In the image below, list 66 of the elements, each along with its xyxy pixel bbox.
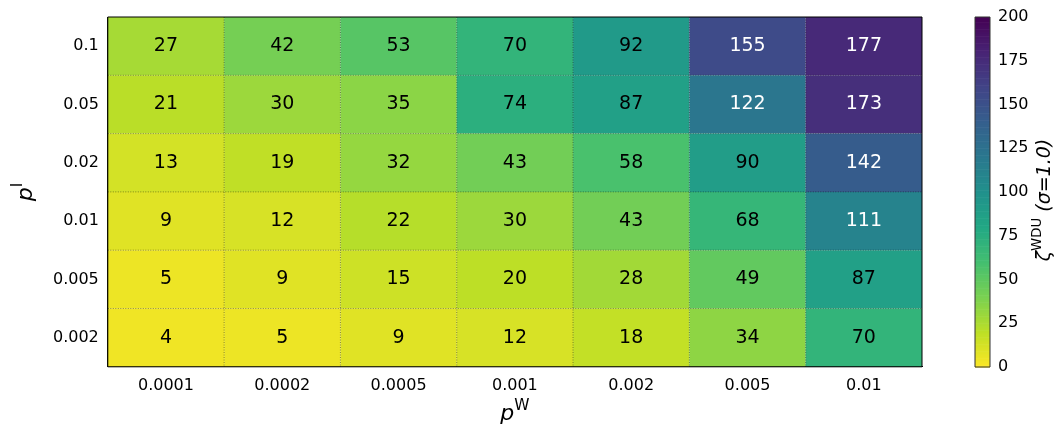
data-label: 9 (276, 266, 289, 289)
data-label: 43 (619, 207, 644, 230)
data-label: 30 (270, 91, 295, 114)
data-label: 19 (270, 149, 295, 172)
data-label: 4 (159, 324, 173, 347)
data-label: 177 (845, 33, 882, 56)
data-label: 34 (735, 324, 760, 347)
data-label: 9 (159, 207, 173, 230)
color-bar-label: 75 (998, 224, 1019, 244)
data-label: 27 (153, 33, 179, 56)
data-label: 87 (619, 91, 644, 114)
y-tick-label: 0.002 (52, 326, 99, 346)
y-axis-title: pI (8, 182, 37, 203)
data-label: 5 (276, 324, 289, 347)
color-bar-label: 0 (998, 356, 1009, 376)
data-label: 111 (845, 207, 882, 230)
color-bar-label: 150 (998, 93, 1029, 113)
data-label: 155 (729, 33, 766, 56)
data-label: 5 (159, 266, 173, 289)
y-tick-label: 0.1 (73, 35, 99, 55)
color-bar-label: 200 (998, 6, 1029, 26)
color-bar-label: 100 (998, 181, 1029, 201)
y-tick-label: 0.02 (63, 151, 99, 171)
data-label: 20 (502, 266, 527, 289)
data-label: 74 (502, 91, 527, 114)
data-label: 70 (502, 33, 527, 56)
data-label: 122 (729, 91, 766, 114)
data-label: 87 (851, 266, 876, 289)
y-tick-label: 0.01 (63, 210, 99, 230)
color-bar-title: ζWDU (σ=1.0) (1029, 138, 1054, 263)
data-label: 42 (270, 33, 295, 56)
data-label: 21 (153, 91, 179, 114)
data-label: 58 (619, 149, 644, 172)
data-label: 22 (386, 207, 411, 230)
y-tick-label: 0.005 (52, 268, 99, 288)
data-label: 32 (386, 149, 411, 172)
x-tick-label: 0.0001 (137, 374, 194, 394)
data-label: 70 (851, 324, 876, 347)
x-tick-label: 0.002 (608, 374, 655, 394)
color-bar-label: 175 (998, 49, 1029, 69)
x-tick-label: 0.0005 (370, 374, 427, 394)
x-tick-label: 0.01 (846, 374, 882, 394)
data-label: 30 (502, 207, 527, 230)
data-label: 12 (502, 324, 527, 347)
x-tick-label: 0.005 (724, 374, 771, 394)
y-tick-label: 0.05 (63, 93, 99, 113)
data-label: 90 (735, 149, 760, 172)
data-label: 13 (153, 149, 179, 172)
data-label: 142 (845, 149, 882, 172)
data-label: 35 (386, 91, 411, 114)
data-label: 43 (502, 149, 527, 172)
data-label: 92 (619, 33, 644, 56)
color-bar-label: 125 (998, 137, 1029, 157)
data-label: 18 (619, 324, 644, 347)
x-tick-label: 0.0002 (254, 374, 311, 394)
data-label: 12 (270, 207, 295, 230)
data-label: 53 (386, 33, 411, 56)
data-label: 173 (845, 91, 882, 114)
data-label: 9 (392, 324, 405, 347)
data-label: 15 (386, 266, 411, 289)
data-label: 28 (619, 266, 644, 289)
color-bar-label: 25 (998, 312, 1019, 332)
color-bar-label: 50 (998, 268, 1019, 288)
data-label: 68 (735, 207, 760, 230)
x-tick-label: 0.001 (492, 374, 538, 394)
data-label: 49 (735, 266, 760, 289)
